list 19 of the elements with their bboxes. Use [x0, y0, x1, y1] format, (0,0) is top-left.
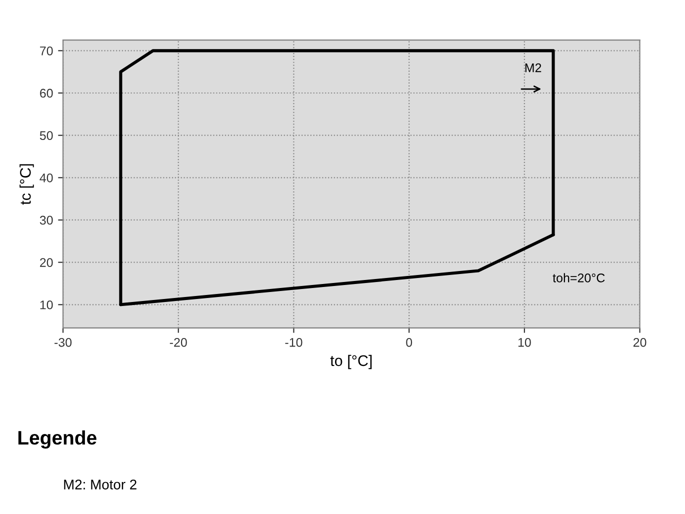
text: Legende	[18, 430, 96, 449]
y-tick-label: 60	[40, 88, 53, 98]
x-tick-label: 10	[518, 338, 531, 347]
annotation: toh=20°C	[552, 273, 605, 282]
y-tick-label: 30	[40, 216, 53, 225]
y-tick-label: 40	[40, 173, 53, 182]
annotation: M2	[525, 63, 542, 72]
x-axis-title: to [°C]	[330, 354, 372, 370]
x-tick-label: -30	[54, 338, 72, 347]
y-tick-label: 20	[40, 258, 53, 267]
y-axis-title: tc [°C]	[20, 164, 34, 205]
x-tick-label: -20	[170, 338, 187, 347]
y-tick-label: 50	[40, 131, 53, 140]
text: M2: Motor 2	[64, 480, 136, 490]
x-tick-label: -10	[285, 338, 302, 347]
y-tick-label: 70	[40, 46, 53, 56]
y-tick-label: 10	[40, 300, 53, 310]
x-tick-label: 20	[633, 338, 646, 347]
x-tick-label: 0	[406, 338, 412, 347]
